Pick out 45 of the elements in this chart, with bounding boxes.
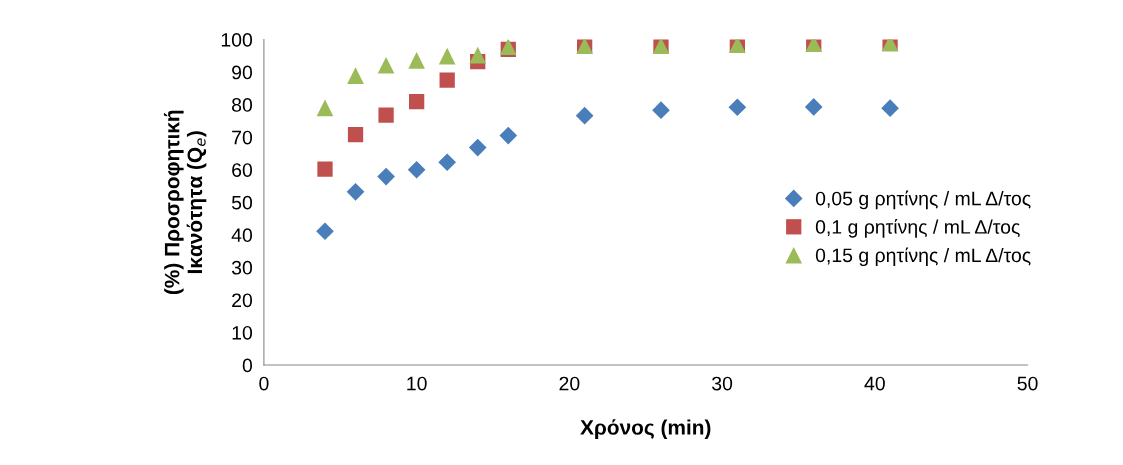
- point: [378, 107, 394, 123]
- x-tick-label: 10: [407, 376, 427, 391]
- point: [347, 67, 364, 84]
- point: [439, 72, 455, 88]
- x-tick-label: 40: [864, 376, 885, 391]
- y-tick-label: 80: [232, 98, 253, 112]
- y-axis-title: (%) Προσροφητική Ικανότητα (Q$_{e}$): [163, 110, 207, 295]
- legend-label: 0,05 g ρητίνης / mL Δ/τος: [815, 190, 1031, 210]
- point: [316, 99, 334, 117]
- y-tick-label: 100: [221, 32, 253, 47]
- point: [438, 47, 456, 65]
- x-tick-label: 50: [1017, 376, 1038, 391]
- point: [468, 138, 487, 157]
- y-tick-label: 0: [242, 358, 253, 373]
- y-tick-label: 90: [232, 65, 253, 80]
- x-tick-label: 0: [259, 376, 269, 391]
- y-tick-label: 30: [231, 260, 253, 275]
- point: [407, 160, 426, 179]
- point: [881, 99, 899, 118]
- point: [408, 94, 425, 110]
- point: [377, 167, 395, 186]
- y-tick-label: 40: [231, 228, 253, 243]
- y-tick-label: 10: [232, 325, 253, 340]
- x-tick-label: 20: [559, 376, 580, 391]
- point: [499, 126, 518, 145]
- point: [347, 126, 364, 143]
- point: [317, 161, 333, 177]
- y-tick-label: 50: [231, 195, 253, 210]
- point: [575, 106, 594, 125]
- point: [316, 222, 334, 241]
- y-tick-label: 60: [232, 163, 253, 177]
- x-axis-title: Χρόνος (min): [580, 419, 711, 439]
- point: [652, 101, 670, 119]
- point: [377, 56, 395, 74]
- y-tick-label: 70: [232, 130, 253, 145]
- point: [438, 153, 457, 172]
- point: [346, 183, 365, 201]
- point: [408, 52, 425, 69]
- point: [728, 98, 747, 117]
- y-tick-label: 20: [232, 293, 253, 308]
- x-tick-label: 30: [712, 376, 733, 391]
- legend-label: 0,1 g ρητίνης / mL Δ/τος: [815, 218, 1020, 238]
- legend-label: 0,15 g ρητίνης / mL Δ/τος: [815, 247, 1031, 267]
- point: [469, 46, 487, 64]
- point: [804, 98, 823, 116]
